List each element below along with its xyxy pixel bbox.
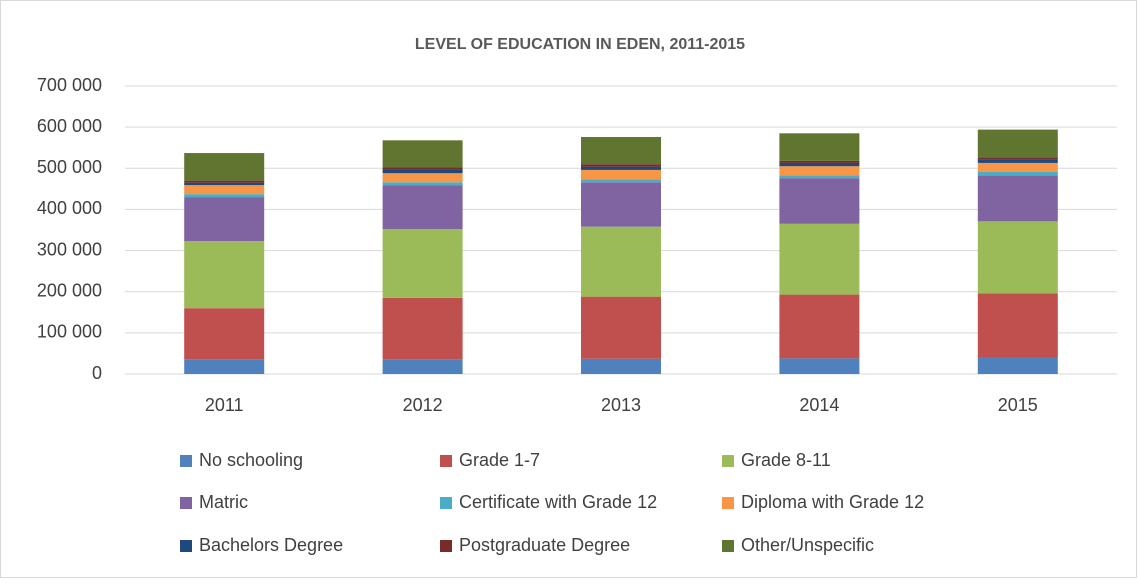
legend-swatch [722,497,734,509]
x-tick-label: 2013 [601,395,641,415]
legend-swatch [440,540,452,552]
bar-segment [382,359,463,374]
y-tick-label: 300 000 [37,239,102,259]
bar-segment [581,296,661,359]
bar-segment [382,173,463,183]
legend-label: Bachelors Degree [199,535,343,555]
bar-segment [581,179,661,183]
legend-label: Grade 1-7 [459,450,540,470]
bar-segment [382,182,463,186]
bar-segment [382,167,463,170]
legend-label: Diploma with Grade 12 [741,492,924,512]
bar-segment [581,137,661,165]
chart-title: LEVEL OF EDUCATION IN EDEN, 2011-2015 [415,36,745,53]
legend-swatch [440,455,452,467]
bar-segment [184,180,265,183]
bar-segment [977,221,1058,294]
bar-segment [382,185,463,230]
legend-label: No schooling [199,450,303,470]
x-tick-label: 2012 [403,395,443,415]
bar-segment [779,160,860,163]
bar-segment [184,241,265,309]
y-tick-label: 600 000 [37,116,102,136]
bar-segment [977,157,1058,160]
y-tick-label: 700 000 [37,75,102,95]
bar-segment [977,159,1058,163]
bar-segment [581,358,661,374]
bar-segment [977,293,1058,358]
x-tick-label: 2014 [799,395,839,415]
y-tick-label: 500 000 [37,157,102,177]
bar-segment [382,169,463,174]
bar-segment [581,169,661,180]
bar-segment [184,359,265,374]
bar-segment [977,357,1058,374]
x-tick-label: 2011 [205,395,244,415]
bar-segment [779,162,860,167]
legend-label: Other/Unspecific [741,535,874,555]
legend-swatch [180,540,192,552]
legend-label: Postgraduate Degree [459,535,630,555]
bar-segment [184,308,265,360]
legend-label: Matric [199,492,248,512]
bar-segment [977,175,1058,222]
bar-segment [184,197,265,242]
bar-segment [779,166,860,176]
x-tick-label: 2015 [998,395,1038,415]
legend-swatch [180,455,192,467]
legend-label: Grade 8-11 [741,450,831,470]
bar-segment [581,166,661,170]
bar-segment [382,140,463,168]
bar-segment [382,229,463,298]
bar-segment [779,358,860,374]
bar-segment [977,171,1058,176]
legend-label: Certificate with Grade 12 [459,492,657,512]
bar-segment [779,223,860,295]
bar-segment [779,175,860,179]
bar-segment [184,153,265,181]
y-tick-label: 0 [92,363,102,383]
legend-swatch [722,540,734,552]
bar-segment [184,182,265,186]
bar-segment [779,133,860,161]
legend-swatch [440,497,452,509]
y-tick-label: 400 000 [37,198,102,218]
y-tick-label: 100 000 [37,322,102,342]
bar-segment [779,178,860,224]
legend-swatch [722,455,734,467]
bar-segment [977,162,1058,172]
y-tick-label: 200 000 [37,280,102,300]
bar-segment [184,185,265,195]
bar-segment [581,164,661,167]
bar-segment [581,182,661,227]
bar-segment [779,294,860,359]
bar-segment [184,194,265,198]
bar-segment [977,129,1058,158]
legend-swatch [180,497,192,509]
bar-segment [382,297,463,360]
bar-segment [581,226,661,297]
